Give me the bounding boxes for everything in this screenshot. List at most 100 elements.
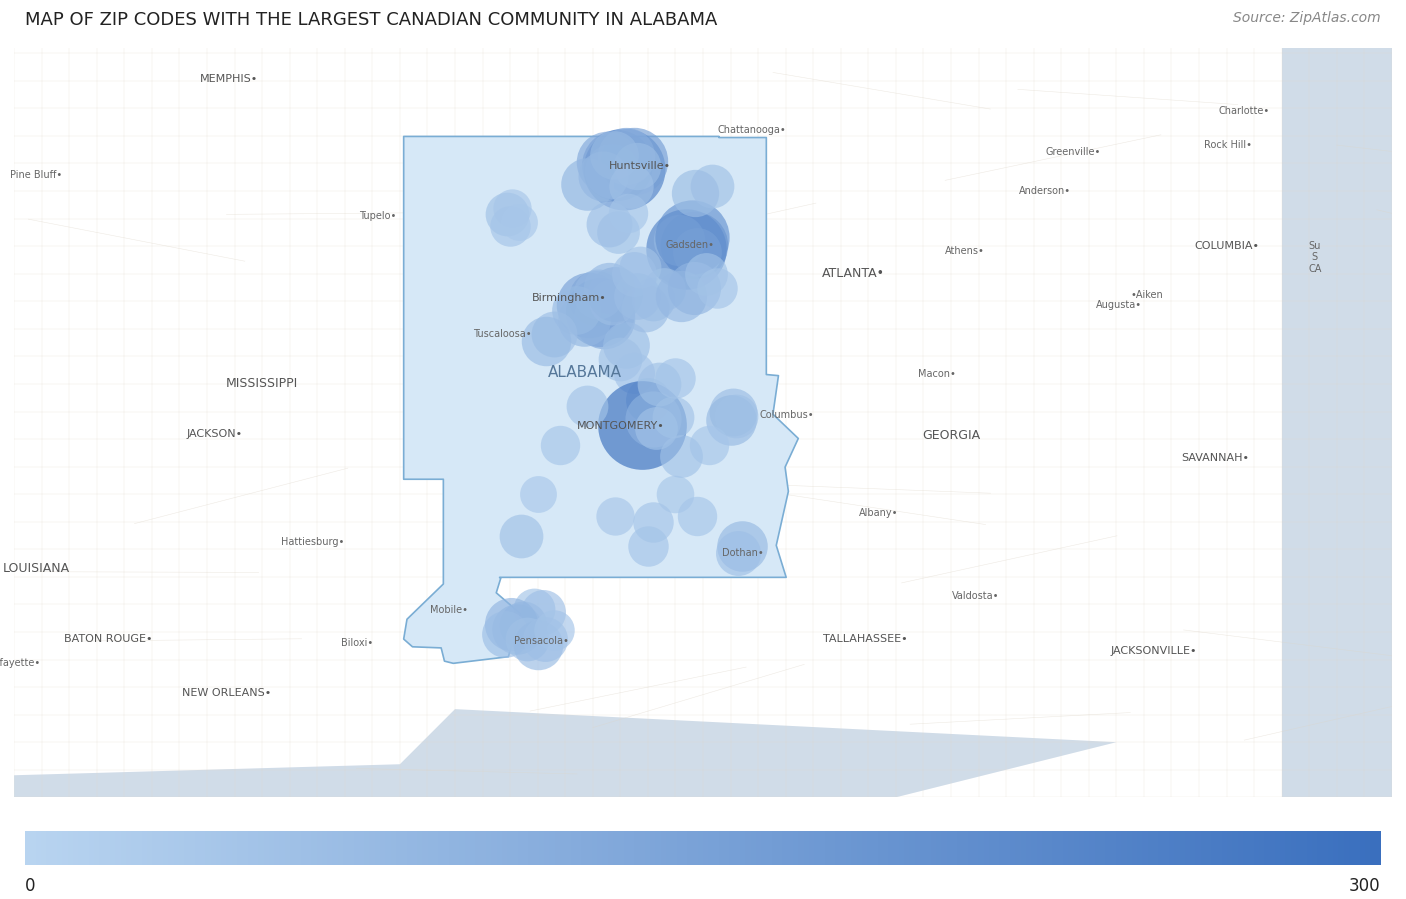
Point xyxy=(730,539,752,553)
Point xyxy=(626,158,648,173)
Point xyxy=(576,399,599,414)
Point xyxy=(543,327,565,342)
Point xyxy=(637,539,659,553)
Point xyxy=(592,311,614,325)
Point xyxy=(637,393,659,407)
Text: Anderson•: Anderson• xyxy=(1019,186,1071,196)
Text: Tupelo•: Tupelo• xyxy=(359,211,396,221)
Point xyxy=(609,352,631,366)
Point xyxy=(536,334,558,348)
Point xyxy=(686,245,709,259)
Point xyxy=(623,154,645,168)
Point xyxy=(588,287,610,301)
Text: ALABAMA: ALABAMA xyxy=(548,365,621,380)
Text: Greenville•: Greenville• xyxy=(1046,147,1101,157)
Text: Dothan•: Dothan• xyxy=(721,547,763,557)
Point xyxy=(534,631,557,645)
Text: Lafayette•: Lafayette• xyxy=(0,658,41,668)
Point xyxy=(585,290,607,305)
Text: Pine Bluff•: Pine Bluff• xyxy=(10,170,62,180)
Point xyxy=(695,266,717,280)
Point xyxy=(697,438,720,452)
Point xyxy=(512,619,534,633)
Text: JACKSON•: JACKSON• xyxy=(187,429,243,439)
Text: 0: 0 xyxy=(25,877,35,895)
Point xyxy=(643,514,665,529)
Point xyxy=(633,300,655,315)
Point xyxy=(614,148,637,163)
Text: Columbus•: Columbus• xyxy=(759,410,814,420)
Text: Birmingham•: Birmingham• xyxy=(533,293,607,303)
Text: Huntsville•: Huntsville• xyxy=(609,161,671,171)
Text: Tuscaloosa•: Tuscaloosa• xyxy=(472,329,531,339)
Point xyxy=(683,280,706,295)
Point xyxy=(664,487,686,502)
Point xyxy=(686,509,709,523)
Text: MAP OF ZIP CODES WITH THE LARGEST CANADIAN COMMUNITY IN ALABAMA: MAP OF ZIP CODES WITH THE LARGEST CANADI… xyxy=(25,11,717,29)
Point xyxy=(565,303,588,317)
Point xyxy=(643,292,665,307)
Text: NEW ORLEANS•: NEW ORLEANS• xyxy=(183,688,271,698)
Point xyxy=(510,529,533,543)
Point xyxy=(523,601,546,616)
Point xyxy=(543,623,565,637)
Text: •Aiken: •Aiken xyxy=(1130,289,1164,299)
Point xyxy=(603,509,626,523)
Text: Chattanooga•: Chattanooga• xyxy=(717,126,786,136)
Point xyxy=(664,371,686,386)
Text: Pensacola•: Pensacola• xyxy=(513,636,568,645)
Point xyxy=(626,289,648,303)
Text: Su
S
CA: Su S CA xyxy=(1308,241,1322,274)
Point xyxy=(598,217,620,231)
Point xyxy=(623,266,645,280)
Point xyxy=(600,295,623,309)
Text: Valdosta•: Valdosta• xyxy=(952,591,1000,601)
Point xyxy=(526,487,548,502)
Text: Gadsden•: Gadsden• xyxy=(665,240,714,250)
Point xyxy=(592,168,614,182)
Text: MISSISSIPPI: MISSISSIPPI xyxy=(226,378,298,390)
Point xyxy=(526,638,548,653)
Point xyxy=(603,287,626,301)
Point xyxy=(631,417,654,432)
Point xyxy=(668,232,690,246)
Point xyxy=(644,421,666,435)
Point xyxy=(706,280,728,295)
Point xyxy=(494,627,516,641)
Point xyxy=(620,178,643,192)
Point xyxy=(501,617,523,631)
Text: BATON ROUGE•: BATON ROUGE• xyxy=(63,634,152,644)
Point xyxy=(572,313,595,327)
Point xyxy=(576,177,599,191)
Text: Charlotte•: Charlotte• xyxy=(1219,105,1270,116)
Text: ATLANTA•: ATLANTA• xyxy=(821,267,884,280)
Point xyxy=(602,147,624,162)
Point xyxy=(675,242,697,256)
Text: COLUMBIA•: COLUMBIA• xyxy=(1194,241,1260,251)
Point xyxy=(700,178,723,192)
Point xyxy=(598,280,620,295)
Text: Mobile•: Mobile• xyxy=(430,605,468,615)
Text: LOUISIANA: LOUISIANA xyxy=(3,562,70,574)
Point xyxy=(683,238,706,253)
Point xyxy=(623,366,645,380)
Text: Hattiesburg•: Hattiesburg• xyxy=(281,537,344,547)
Point xyxy=(531,605,554,619)
Point xyxy=(648,377,671,391)
Point xyxy=(596,156,619,170)
Point xyxy=(607,225,630,239)
Text: JACKSONVILLE•: JACKSONVILLE• xyxy=(1111,645,1197,655)
Point xyxy=(548,438,571,452)
Point xyxy=(685,186,707,200)
Text: Source: ZipAtlas.com: Source: ZipAtlas.com xyxy=(1233,11,1381,25)
Point xyxy=(589,305,612,319)
Point xyxy=(727,546,749,560)
Point xyxy=(501,200,523,215)
Point xyxy=(613,162,636,176)
Point xyxy=(654,282,676,297)
Point xyxy=(506,621,529,636)
Text: Macon•: Macon• xyxy=(918,369,956,379)
Text: 300: 300 xyxy=(1350,877,1381,895)
Point xyxy=(669,449,692,463)
Text: Augusta•: Augusta• xyxy=(1095,299,1142,309)
